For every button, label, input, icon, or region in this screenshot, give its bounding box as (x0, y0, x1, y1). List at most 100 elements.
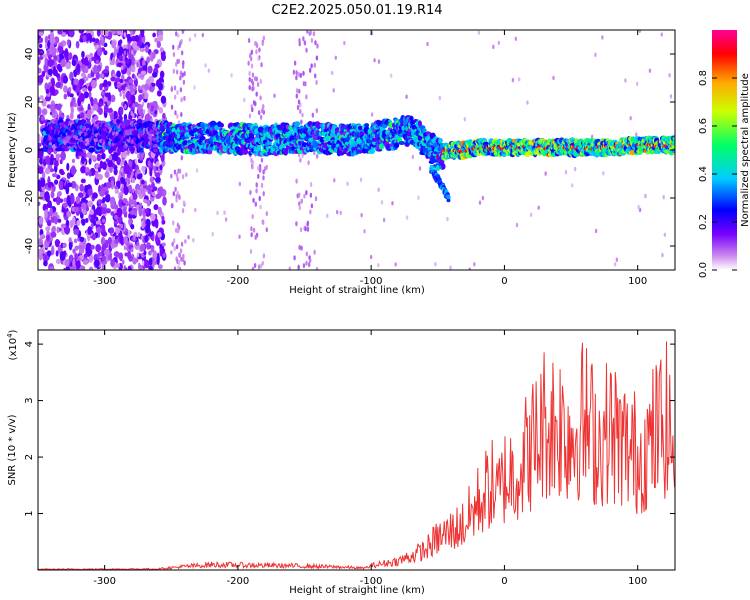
spectrogram-cell (174, 227, 178, 233)
spectrogram-cell (71, 59, 76, 66)
spectrogram-cell (299, 72, 302, 78)
spectrogram-cell (177, 168, 180, 174)
spectrogram-cell (97, 252, 103, 257)
spectrogram-cell (84, 217, 89, 223)
spectrogram-cell (126, 91, 132, 102)
spectrogram-cell (331, 70, 334, 76)
spectrogram-cell (38, 74, 44, 84)
spectrogram-cell (89, 209, 94, 216)
spectrogram-cell (306, 221, 309, 227)
spectrogram-cell (118, 55, 124, 62)
spectrogram-cell (155, 161, 160, 168)
spectrogram-cell (315, 55, 319, 61)
spectrogram-cell (308, 31, 311, 37)
spectrogram-cell (77, 244, 83, 250)
spectrogram-cell (109, 196, 116, 207)
spectrogram-cell (241, 148, 249, 155)
spectrogram-cell (70, 165, 76, 176)
spectrogram-cell (477, 30, 481, 35)
spectrogram-cell (305, 260, 308, 266)
spectrogram-cell (53, 160, 59, 168)
spectrogram-cell (305, 94, 308, 100)
spectrogram-cell (131, 247, 134, 253)
spectrogram-cell (292, 69, 296, 75)
spectrogram-cell (119, 194, 123, 200)
spectrogram-cell (44, 167, 51, 175)
spectrogram-cell (258, 47, 261, 53)
spectrogram-cell (71, 158, 75, 164)
spectrogram-cell (104, 193, 111, 203)
spectrogram-cell (142, 198, 148, 203)
spectrogram-cell (260, 182, 264, 188)
spectrogram-cell (256, 144, 262, 152)
spectrogram-cell (119, 106, 124, 115)
spectrogram-cell (449, 265, 452, 270)
spectrogram-marks (38, 30, 675, 270)
spectrogram-cell (195, 168, 199, 173)
spectrogram-cell (110, 258, 115, 268)
spectrogram-cell (262, 191, 265, 197)
spectrogram-cell (251, 214, 254, 220)
spectrogram-cell (95, 220, 102, 226)
chart-title: C2E2.2025.050.01.19.R14 (271, 3, 442, 18)
spectrogram-cell (63, 85, 68, 93)
spectrogram-cell (123, 265, 126, 270)
spectrogram-cell (298, 41, 301, 47)
spectrogram-cell (48, 266, 55, 270)
spectrogram-cell (76, 63, 81, 73)
spectrogram-cell (68, 237, 72, 244)
spectrogram-cell (129, 146, 136, 152)
spectrogram-cell (257, 264, 261, 270)
spectrogram-cell (297, 99, 301, 105)
spectrogram-cell (156, 255, 160, 266)
spectrogram-cell (56, 226, 60, 234)
spectrogram-cell (299, 108, 302, 114)
spectrogram-cell (306, 30, 309, 34)
spectrogram-cell (295, 178, 298, 184)
spectrogram-cell (136, 173, 143, 180)
spectrogram-cell (39, 241, 43, 247)
spectrogram-cell (154, 63, 160, 69)
spectrogram-cell (661, 252, 664, 258)
spectrogram-cell (254, 101, 257, 107)
spectrogram-cell (564, 170, 568, 175)
spectrogram-cell (72, 258, 76, 268)
spectrogram-cell (295, 75, 298, 81)
spectrogram-cell (180, 97, 183, 103)
spectrogram-cell (158, 186, 164, 195)
spectrogram-cell (438, 95, 442, 101)
spectrogram-cell (91, 56, 95, 62)
spectrogram-cell (142, 65, 147, 71)
spectrogram-cell (194, 207, 197, 213)
spectrogram-cell (141, 153, 144, 159)
spectrogram-cell (127, 250, 132, 260)
spectrogram-cell (514, 36, 517, 42)
spectrogram-cell (38, 67, 42, 74)
spectrogram-cell (62, 202, 68, 208)
spectrogram-cell (57, 30, 63, 35)
spectrogram-cell (153, 100, 158, 111)
spectrogram-cell (170, 104, 174, 110)
spectrogram-cell (247, 60, 250, 66)
spectrogram-cell (96, 30, 101, 37)
spectrogram-cell (114, 46, 118, 56)
spectrogram-cell (119, 91, 122, 97)
spectrogram-cell (46, 219, 52, 227)
spectrogram-cell (47, 68, 53, 76)
spectrogram-cell (134, 75, 137, 81)
spectrogram-cell (127, 265, 132, 270)
spectrogram-cell (255, 76, 258, 82)
spectrogram-cell (109, 113, 114, 121)
spectrogram-cell (38, 133, 41, 143)
spectrogram-cell (251, 266, 255, 270)
spectrogram-cell (55, 103, 62, 111)
spectrogram-cell (662, 194, 665, 200)
spectrogram-cell (103, 50, 108, 56)
spectrogram-cell (97, 166, 101, 173)
spectrogram-cell (66, 195, 71, 206)
spectrogram-cell (95, 207, 102, 216)
spectrogram-cell (127, 36, 133, 42)
spectrogram-cell (301, 112, 304, 118)
spectrogram-cell (161, 215, 165, 221)
